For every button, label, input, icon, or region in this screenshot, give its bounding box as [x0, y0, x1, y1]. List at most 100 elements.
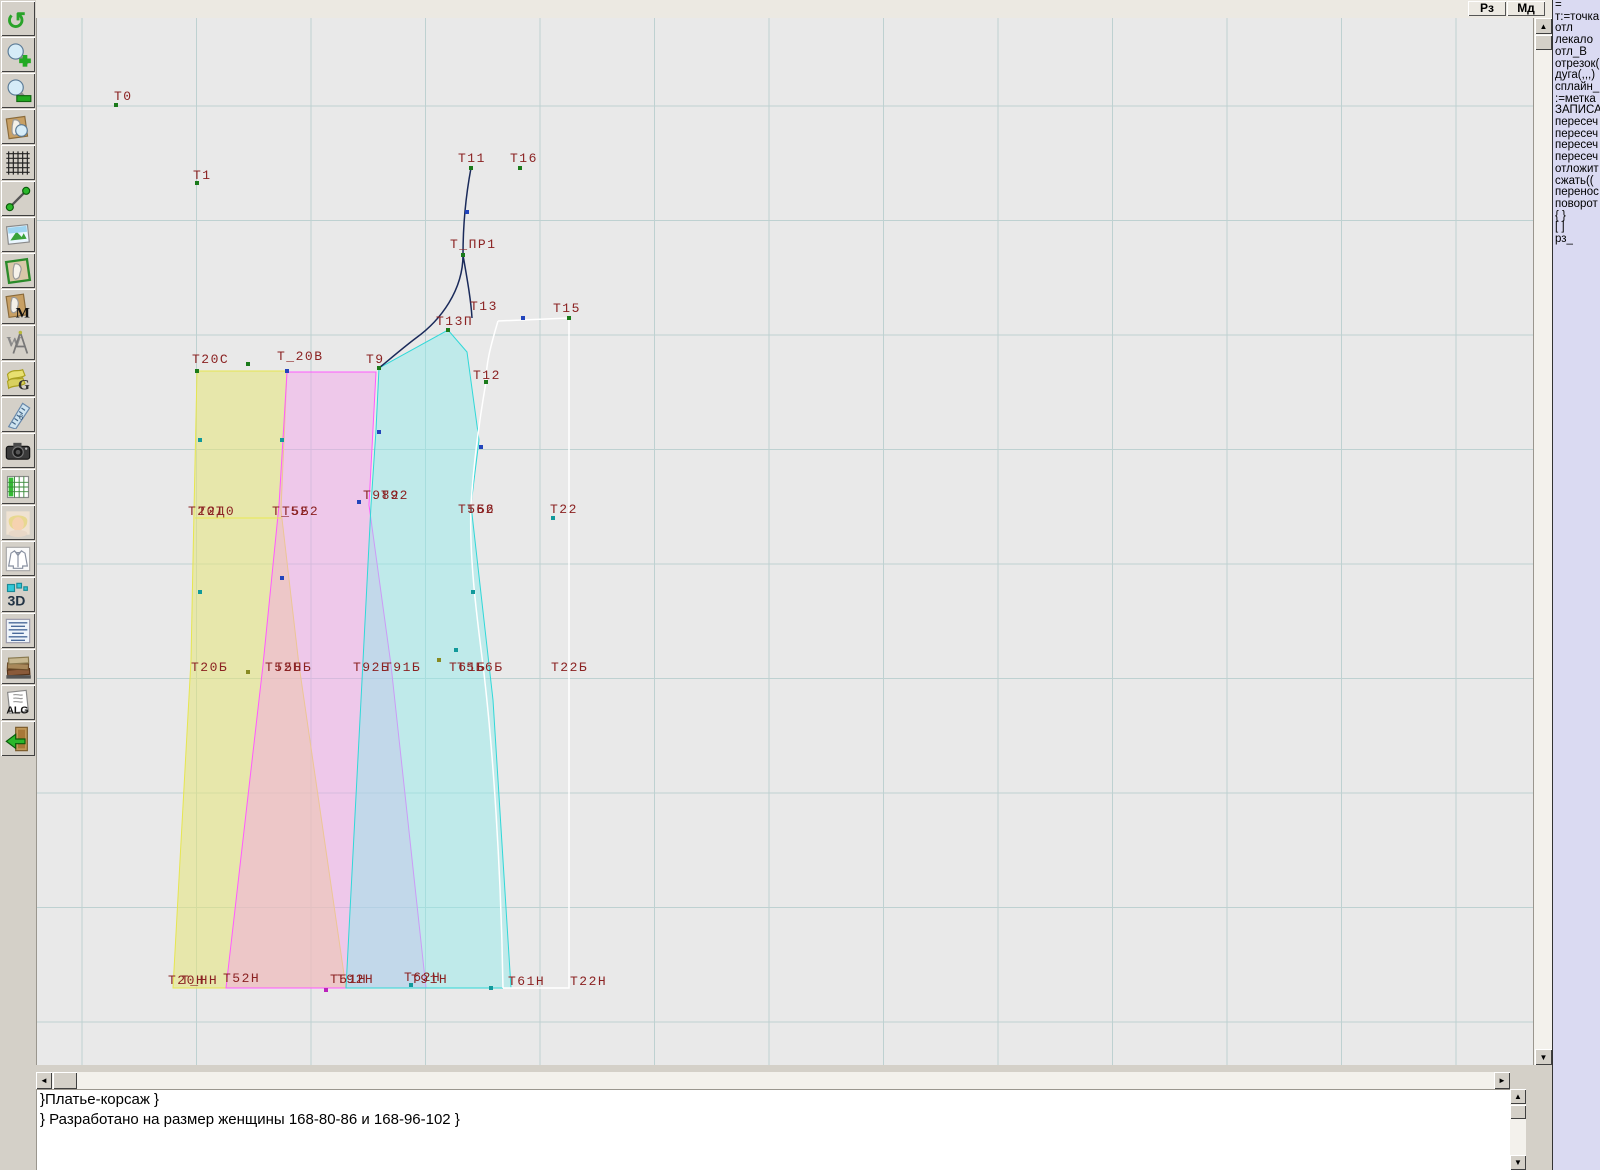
- point-marker: [280, 438, 284, 442]
- point-marker: [195, 369, 199, 373]
- command-item[interactable]: сплайн_: [1555, 80, 1600, 93]
- zoom-pattern-button[interactable]: [1, 109, 35, 144]
- image-button[interactable]: [1, 217, 35, 252]
- command-item[interactable]: { }: [1555, 209, 1566, 222]
- point-label: Т5Б6Б: [457, 660, 504, 675]
- point-label: Т12: [473, 368, 501, 383]
- point-marker: [521, 316, 525, 320]
- point-marker: [484, 380, 488, 384]
- point-label: Т0: [114, 89, 133, 104]
- ruler-button[interactable]: 8: [1, 397, 35, 432]
- point-marker: [567, 316, 571, 320]
- command-item[interactable]: рз_: [1555, 233, 1573, 246]
- left-toolbar: ↺: [0, 0, 36, 1170]
- point-marker: [357, 500, 361, 504]
- command-item[interactable]: дуга(,,,): [1555, 69, 1596, 82]
- command-list: = т:=точка отл лекало отл_В отрезок(дуга(,,,)…: [1553, 0, 1600, 246]
- point-label: Т22: [550, 502, 578, 517]
- point-label: Т11: [458, 151, 486, 166]
- scroll-left-button[interactable]: ◄: [36, 1072, 52, 1089]
- point-label: Т20Т: [188, 504, 226, 519]
- point-label: Т5Б2: [282, 504, 320, 519]
- front-piece-cyan[interactable]: [345, 329, 512, 989]
- down-arrow-icon: ▼: [1539, 1052, 1548, 1062]
- zoom-in-button[interactable]: [1, 37, 35, 72]
- command-item[interactable]: пересеч: [1555, 127, 1599, 140]
- rz-button[interactable]: Рз: [1468, 1, 1506, 16]
- pattern-g-button[interactable]: G: [1, 361, 35, 396]
- books-icon: [6, 656, 31, 679]
- point-marker: [198, 438, 202, 442]
- line-tool-button[interactable]: [1, 181, 35, 216]
- canvas-grid: [37, 18, 1533, 1065]
- model-photo-button[interactable]: [1, 505, 35, 540]
- scroll-right-button[interactable]: ►: [1494, 1072, 1510, 1089]
- zoom-out-button[interactable]: [1, 73, 35, 108]
- zoom-in-icon: [7, 42, 31, 67]
- canvas-horizontal-scrollbar: ◄ ►: [36, 1072, 1510, 1089]
- point-marker: [280, 576, 284, 580]
- command-item[interactable]: отл: [1555, 22, 1573, 35]
- point-marker: [446, 328, 450, 332]
- text-scroll-up-button[interactable]: ▲: [1510, 1089, 1526, 1104]
- scroll-up-button[interactable]: ▲: [1535, 18, 1552, 34]
- garment-sketch-button[interactable]: [1, 541, 35, 576]
- command-item[interactable]: :=метка: [1555, 92, 1596, 105]
- table-button[interactable]: [1, 469, 35, 504]
- text-list-button[interactable]: [1, 613, 35, 648]
- command-item[interactable]: отрезок(: [1555, 57, 1600, 70]
- command-item[interactable]: пересеч: [1555, 139, 1599, 152]
- command-item[interactable]: ЗАПИСА: [1555, 104, 1600, 117]
- point-marker: [198, 590, 202, 594]
- ruler-icon: 8: [7, 402, 31, 429]
- point-label: Т61Б: [449, 660, 487, 675]
- point-label: Т15: [553, 301, 581, 316]
- horizontal-scroll-thumb[interactable]: [53, 1072, 77, 1089]
- drawing-canvas[interactable]: Т0 Т1 Т11 Т16 Т_ПР1 Т13 Т15 Т13П Т12 Т20С Т_20В Т9 Т…: [36, 18, 1533, 1065]
- point-label: Т_ПР1: [450, 237, 497, 252]
- command-item[interactable]: перенос: [1555, 186, 1599, 199]
- camera-button[interactable]: [1, 433, 35, 468]
- point-label: Т_НН: [181, 973, 219, 988]
- books-button[interactable]: [1, 649, 35, 684]
- compass-w-button[interactable]: W: [1, 325, 35, 360]
- command-item[interactable]: сжать((: [1555, 174, 1594, 187]
- svg-text:ALG: ALG: [6, 704, 28, 716]
- command-item[interactable]: отл_В: [1555, 45, 1587, 58]
- neck-curve: [462, 254, 473, 319]
- alg-button[interactable]: ALG: [1, 685, 35, 720]
- three-d-button[interactable]: 3D: [1, 577, 35, 612]
- command-item[interactable]: =: [1555, 0, 1562, 11]
- point-label: Т9: [366, 352, 385, 367]
- command-item[interactable]: отложит: [1555, 162, 1599, 175]
- point-marker: [479, 445, 483, 449]
- program-comment-line: } Разработано на размер женщины 168-80-8…: [40, 1111, 460, 1128]
- program-text-area[interactable]: }Платье-корсаж } } Разработано на размер…: [36, 1089, 1510, 1170]
- command-item[interactable]: т:=точка: [1555, 10, 1600, 23]
- undo-button[interactable]: ↺: [1, 1, 35, 36]
- command-item[interactable]: пересеч: [1555, 116, 1599, 129]
- text-list-icon: [5, 618, 31, 643]
- command-item[interactable]: пересеч: [1555, 151, 1599, 164]
- scroll-down-button[interactable]: ▼: [1535, 1049, 1552, 1065]
- grid-button[interactable]: [1, 145, 35, 180]
- command-item[interactable]: [ ]: [1555, 221, 1565, 234]
- svg-text:G: G: [18, 376, 30, 393]
- point-label: Т13П: [436, 314, 474, 329]
- zoom-pattern-icon: [5, 115, 29, 139]
- text-scroll-down-button[interactable]: ▼: [1510, 1155, 1526, 1170]
- vertical-scroll-thumb[interactable]: [1535, 35, 1552, 50]
- pattern-m-button[interactable]: M: [1, 289, 35, 324]
- point-marker: [409, 983, 413, 987]
- command-item[interactable]: лекало: [1555, 34, 1594, 47]
- point-label: Т52Б: [265, 660, 303, 675]
- point-label: Т92Н: [337, 972, 375, 987]
- compass-w-icon: W: [6, 330, 29, 354]
- command-item[interactable]: поворот: [1555, 197, 1598, 210]
- pattern-view-button[interactable]: [1, 253, 35, 288]
- text-scroll-thumb[interactable]: [1510, 1105, 1526, 1119]
- point-marker: [461, 253, 465, 257]
- md-button[interactable]: Мд: [1507, 1, 1545, 16]
- point-marker: [551, 516, 555, 520]
- exit-button[interactable]: [1, 721, 35, 756]
